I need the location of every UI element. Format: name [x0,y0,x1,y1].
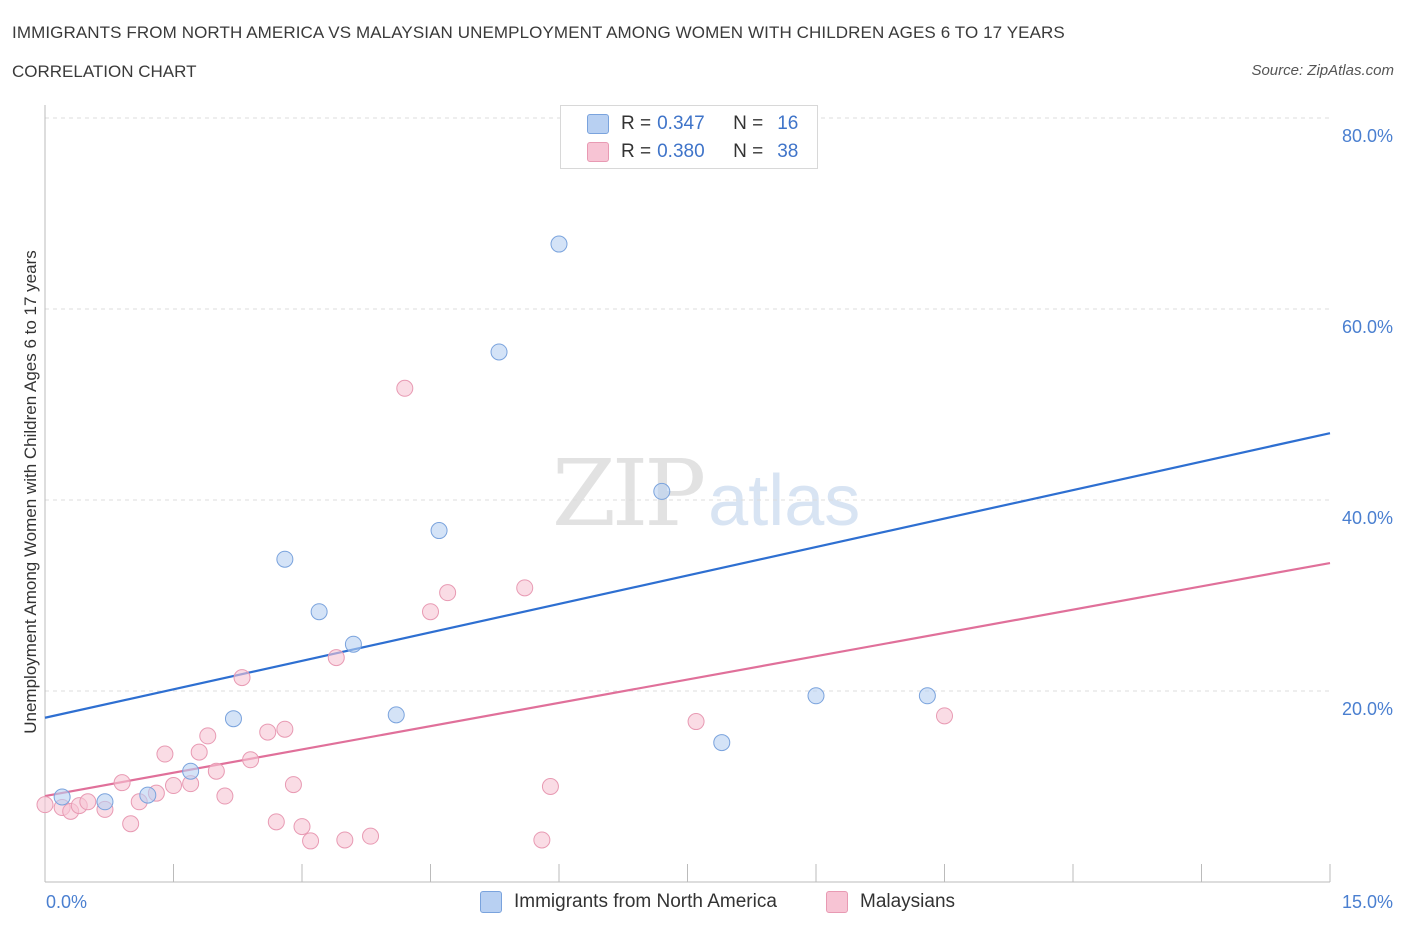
watermark-zip: ZIP [552,440,706,547]
bottom-legend-swatch-pink [826,891,848,913]
point-malaysians [259,723,277,741]
legend-row-malaysians: R = 0.380 N = 38 [587,140,798,164]
legend-r-label: R = [621,141,652,162]
bottom-legend-immigrants: Immigrants from North America [480,888,777,916]
point-malaysians [216,787,234,805]
chart-subtitle: CORRELATION CHART [12,62,197,81]
legend-swatch-pink [587,142,609,162]
point-malaysians [284,776,302,794]
point-immigrants [490,343,508,361]
point-immigrants [276,550,294,568]
point-malaysians [533,831,551,849]
chart-title: IMMIGRANTS FROM NORTH AMERICA VS MALAYSI… [12,23,1065,42]
point-immigrants [182,762,200,780]
x-tick-label-min: 0.0% [46,892,87,912]
legend-n-label: N = [733,141,764,162]
legend-n-label: N = [733,113,764,134]
point-immigrants [139,786,157,804]
y-tick-label: 20.0% [1342,699,1393,719]
tick-labels: 20.0% 40.0% 60.0% 80.0% 0.0% 15.0% [46,126,1393,912]
point-malaysians [267,813,285,831]
legend-n-value: 38 [777,141,799,162]
point-malaysians [276,720,294,738]
point-immigrants [918,687,936,705]
point-immigrants [96,793,114,811]
point-malaysians [242,751,260,769]
point-malaysians [233,669,251,687]
point-immigrants [653,482,671,500]
point-immigrants [550,235,568,253]
point-immigrants [807,687,825,705]
point-malaysians [113,774,131,792]
watermark: ZIPatlas [552,440,860,547]
point-malaysians [302,832,320,850]
point-immigrants [430,522,448,540]
point-malaysians [327,649,345,667]
point-immigrants [713,734,731,752]
bottom-legend-malaysians: Malaysians [826,888,955,916]
legend-n-value: 16 [777,113,799,134]
point-malaysians [936,707,953,725]
point-malaysians [422,603,439,621]
point-malaysians [122,815,140,833]
point-malaysians [362,827,380,845]
x-tick-label-max: 15.0% [1342,892,1393,912]
grid-lines [45,117,1330,692]
source-credit: Source: ZipAtlas.com [1251,62,1394,79]
point-malaysians [336,831,354,849]
point-malaysians [396,379,414,397]
bottom-legend-swatch-blue [480,891,502,913]
point-immigrants [224,710,242,728]
y-tick-label: 80.0% [1342,126,1393,146]
point-malaysians [199,727,217,745]
legend-r-label: R = [621,113,652,134]
point-malaysians [190,743,208,761]
point-malaysians [541,778,559,795]
legend-r-value: 0.380 [657,141,705,162]
trend-line-malaysians [44,561,1331,798]
y-tick-label: 60.0% [1342,317,1393,337]
point-malaysians [687,713,705,731]
legend-swatch-blue [587,114,609,134]
point-malaysians [516,579,534,597]
bottom-legend-label-malaysians: Malaysians [860,891,956,912]
point-malaysians [207,762,225,780]
point-immigrants [387,706,405,724]
point-malaysians [165,777,182,795]
point-malaysians [156,745,174,763]
y-tick-label: 40.0% [1342,508,1393,528]
trend-lines [44,432,1331,798]
axes [44,105,1331,883]
legend-r-value: 0.347 [657,113,705,134]
watermark-atlas: atlas [708,461,861,541]
point-malaysians [293,818,311,836]
point-malaysians [439,584,457,602]
trend-line-immigrants [44,432,1331,719]
bottom-legend-label-immigrants: Immigrants from North America [514,891,777,912]
point-malaysians [79,793,97,811]
point-immigrants [53,788,71,806]
point-immigrants [310,603,328,621]
correlation-legend: R = 0.347 N = 16 R = 0.380 N = 38 [560,105,818,169]
point-immigrants [344,635,362,653]
y-axis-label: Unemployment Among Women with Children A… [21,250,40,734]
legend-row-immigrants: R = 0.347 N = 16 [587,112,798,136]
data-points [36,235,953,850]
point-malaysians [36,796,54,814]
